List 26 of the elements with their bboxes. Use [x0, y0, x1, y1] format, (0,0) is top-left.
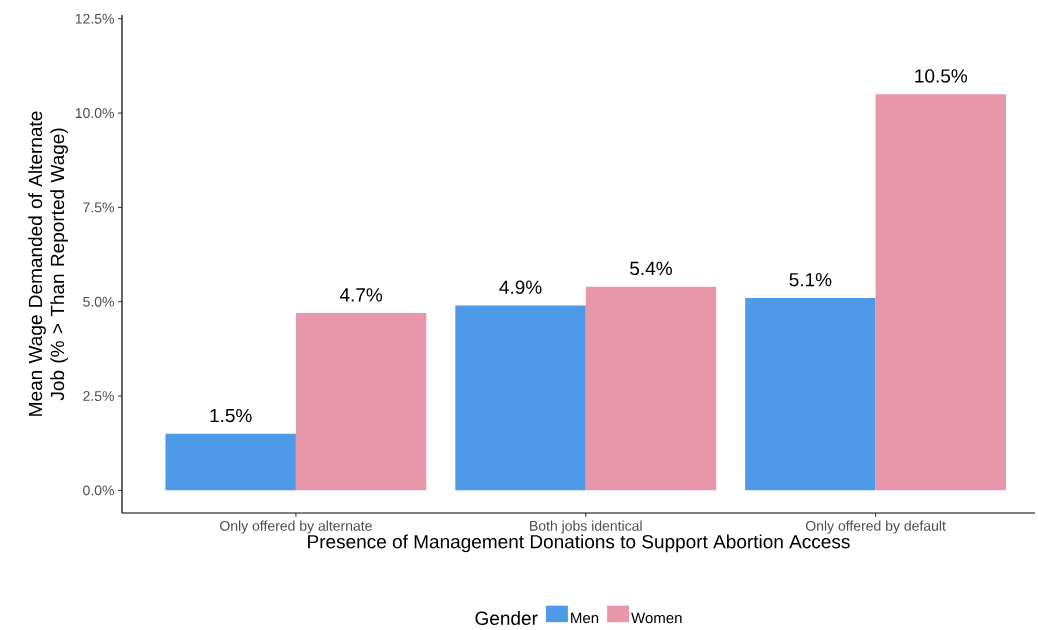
y-tick-label: 10.0%	[75, 107, 114, 118]
data-label: 10.5%	[915, 69, 968, 83]
data-label: 4.7%	[339, 288, 383, 302]
legend-label: Women	[631, 612, 682, 624]
data-label: 5.4%	[630, 261, 672, 275]
data-label: 5.1%	[789, 272, 832, 287]
legend-label: Men	[571, 612, 599, 624]
y-tick-label: 2.5%	[83, 390, 114, 401]
bar	[585, 286, 717, 491]
y-tick-label: 5.0%	[83, 296, 114, 307]
x-axis-title: Presence of Management Donations to Support Abortion Access	[308, 534, 850, 552]
y-tick-label: 0.0%	[83, 485, 114, 496]
y-tick-label: 7.5%	[83, 202, 114, 213]
x-tick-label: Only offered by default	[805, 520, 946, 534]
bar	[455, 305, 586, 491]
y-axis-title: Mean Wage Demanded of Alternate Job (% > Than Reported Wage)	[28, 111, 68, 416]
legend-title: Gender	[475, 610, 538, 625]
bar	[745, 297, 876, 491]
x-tick-label: Only offered by alternate	[220, 520, 372, 534]
data-label: 4.9%	[499, 280, 542, 294]
x-tick-label: Both jobs identical	[530, 520, 642, 534]
bar	[295, 312, 427, 491]
data-label: 1.5%	[210, 408, 252, 423]
bar	[875, 94, 1007, 491]
bar	[165, 433, 296, 491]
y-tick-label: 12.5%	[75, 13, 114, 24]
